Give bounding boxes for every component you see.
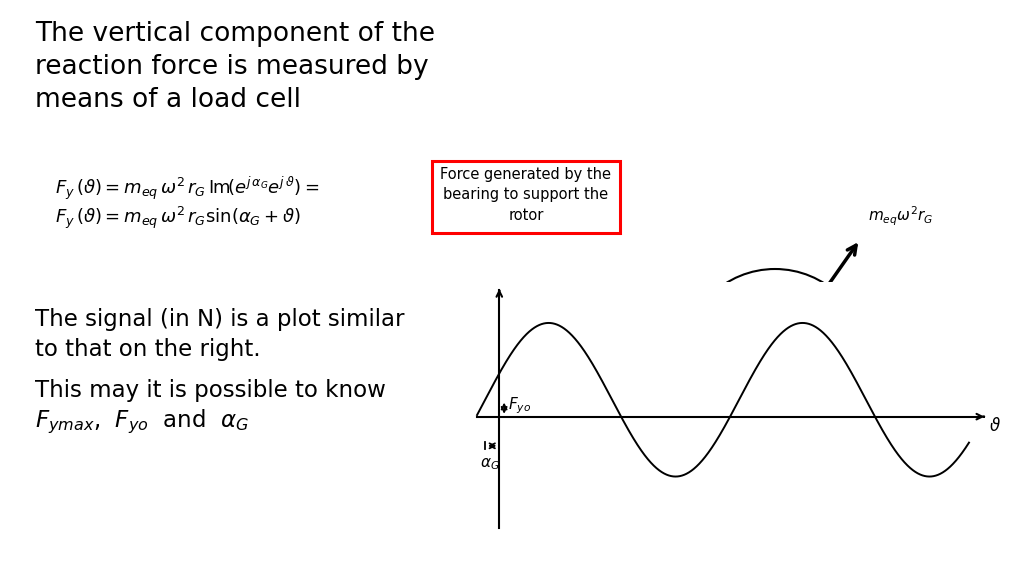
Text: $\alpha_G$: $\alpha_G$: [837, 320, 858, 338]
Text: $F_y\,(\vartheta) = m_{eq}\,\omega^2\,r_G\sin(\alpha_G + \vartheta)$: $F_y\,(\vartheta) = m_{eq}\,\omega^2\,r_…: [55, 205, 301, 231]
Text: $m_{eq}\omega^2 r_G$: $m_{eq}\omega^2 r_G$: [868, 204, 933, 228]
Text: $\alpha_G$: $\alpha_G$: [480, 457, 500, 472]
Text: This may it is possible to know: This may it is possible to know: [35, 379, 386, 402]
Bar: [432, 161, 620, 233]
Text: $\vartheta$: $\vartheta$: [890, 372, 902, 390]
Text: $F_{yo}$: $F_{yo}$: [508, 396, 531, 416]
Text: Force generated by the
bearing to support the
rotor: Force generated by the bearing to suppor…: [440, 167, 611, 223]
Text: $\vartheta$: $\vartheta$: [989, 417, 1001, 435]
Text: $F_y\,(\vartheta) = m_{eq}\,\omega^2\,r_G\,\mathrm{Im}\!\left(e^{j\,\alpha_G}e^{: $F_y\,(\vartheta) = m_{eq}\,\omega^2\,r_…: [55, 175, 319, 202]
Text: The signal (in N) is a plot similar
to that on the right.: The signal (in N) is a plot similar to t…: [35, 308, 404, 361]
Text: $F_y$: $F_y$: [785, 414, 805, 438]
Circle shape: [785, 305, 819, 339]
Text: $F_{ymax}$,  $F_{yo}$  and  $\alpha_G$: $F_{ymax}$, $F_{yo}$ and $\alpha_G$: [35, 408, 249, 437]
Text: The vertical component of the
reaction force is measured by
means of a load cell: The vertical component of the reaction f…: [35, 21, 435, 113]
